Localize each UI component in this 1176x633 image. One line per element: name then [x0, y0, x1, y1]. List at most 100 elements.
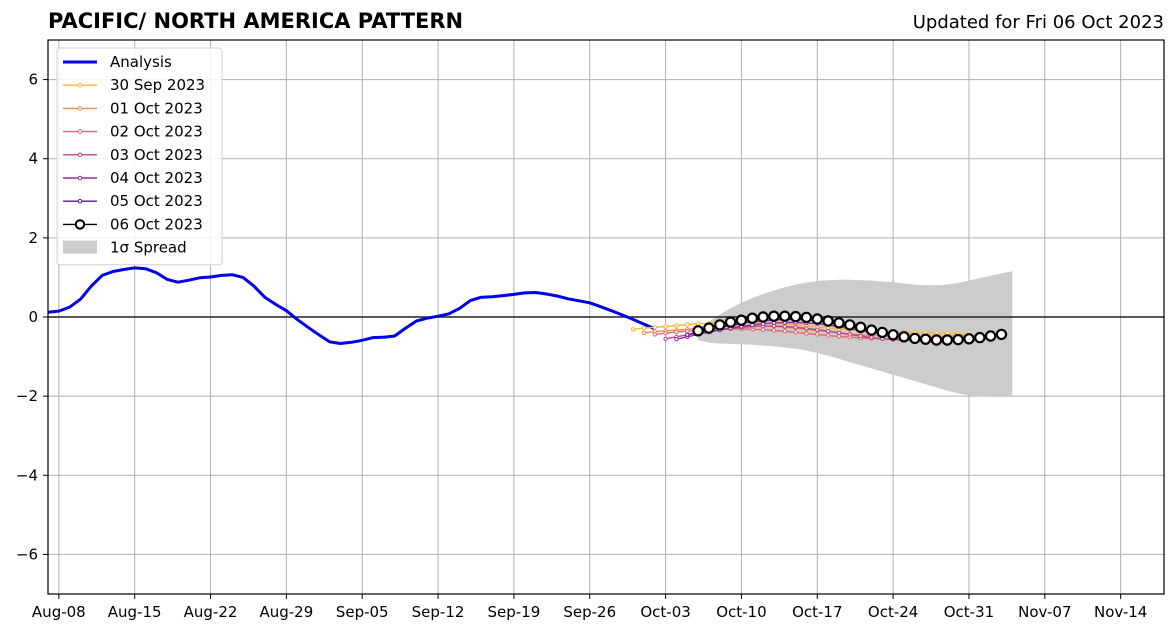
series-forecast-6: [692, 310, 1008, 346]
forecast-point: [898, 331, 910, 343]
x-tick-label: Oct-17: [792, 603, 842, 621]
y-tick-label: 2: [28, 229, 38, 247]
x-tick-label: Oct-31: [944, 603, 994, 621]
forecast-point: [854, 321, 867, 333]
forecast-point: [782, 329, 787, 334]
y-tick-label: 0: [28, 308, 38, 326]
forecast-point: [930, 334, 943, 346]
forecast-point: [858, 333, 863, 339]
forecast-point: [630, 327, 636, 332]
forecast-point: [825, 333, 831, 338]
forecast-point: [815, 327, 820, 332]
legend-swatch-marker: [77, 82, 83, 88]
forecast-point: [674, 329, 679, 335]
x-tick-label: Oct-24: [868, 603, 918, 621]
forecast-point: [789, 310, 802, 323]
x-tick-label: Aug-08: [32, 603, 86, 621]
forecast-point: [800, 311, 813, 324]
forecast-point: [963, 333, 975, 345]
forecast-point: [995, 328, 1008, 341]
forecast-point: [663, 331, 668, 336]
forecast-point: [887, 329, 899, 341]
forecast-point: [844, 319, 856, 331]
forecast-point: [663, 324, 668, 329]
forecast-point: [663, 336, 668, 341]
forecast-point: [869, 335, 874, 340]
forecast-point: [836, 330, 842, 335]
forecast-point: [984, 330, 997, 342]
x-tick-label: Aug-15: [108, 603, 162, 621]
legend-swatch-marker: [74, 219, 86, 230]
forecast-point: [746, 312, 759, 324]
legend-label: 05 Oct 2023: [110, 192, 203, 210]
x-tick-label: Sep-26: [563, 603, 616, 621]
forecast-point: [847, 332, 852, 337]
x-tick-label: Nov-14: [1094, 603, 1147, 621]
x-axis: Aug-08 Aug-15 Aug-22 Aug-29 Sep-05 Sep-12 Sep-…: [32, 594, 1147, 621]
forecast-point: [652, 332, 657, 337]
x-tick-label: Aug-29: [259, 603, 313, 621]
x-tick-label: Sep-05: [336, 603, 389, 621]
forecast-point: [793, 325, 798, 330]
legend-label: 04 Oct 2023: [110, 169, 203, 187]
legend-swatch-marker: [77, 129, 83, 134]
forecast-point: [865, 324, 878, 336]
forecast-point: [825, 329, 831, 334]
legend-label: 30 Sep 2023: [110, 76, 205, 94]
chart-title: PACIFIC/ NORTH AMERICA PATTERN: [48, 9, 464, 33]
forecast-point: [934, 330, 939, 335]
legend-swatch-marker: [77, 198, 83, 204]
forecast-point: [822, 315, 834, 327]
forecast-point: [779, 310, 791, 322]
forecast-point: [641, 325, 647, 331]
forecast-point: [735, 314, 748, 326]
forecast-point: [815, 332, 820, 337]
y-tick-label: −4: [16, 466, 38, 484]
forecast-point: [836, 334, 842, 339]
forecast-point: [909, 332, 921, 345]
forecast-point: [757, 311, 769, 323]
chart-subtitle: Updated for Fri 06 Oct 2023: [912, 12, 1164, 33]
forecast-point: [724, 316, 737, 328]
forecast-point: [685, 332, 690, 337]
legend-label: 03 Oct 2023: [110, 146, 203, 164]
x-tick-label: Aug-22: [184, 603, 238, 621]
y-tick-label: 4: [28, 150, 38, 168]
forecast-point: [804, 331, 809, 336]
legend-swatch-marker: [77, 106, 83, 111]
forecast-point: [876, 326, 889, 339]
forecast-point: [771, 328, 777, 333]
series-analysis: [47, 266, 656, 345]
forecast-point: [641, 330, 647, 335]
legend-label: 1σ Spread: [110, 239, 187, 257]
forecast-point: [941, 334, 954, 346]
forecast-point: [974, 331, 986, 344]
x-tick-label: Sep-12: [412, 603, 465, 621]
x-tick-label: Nov-07: [1018, 603, 1071, 621]
legend: Analysis 30 Sep 2023 01 Oct 2023 02 Oct 202…: [56, 47, 223, 266]
legend-label: 02 Oct 2023: [110, 123, 203, 141]
forecast-point: [703, 322, 715, 334]
forecast-point: [952, 333, 964, 346]
forecast-point: [811, 313, 824, 325]
y-tick-label: 6: [28, 71, 38, 89]
forecast-point: [919, 333, 932, 345]
forecast-point: [793, 330, 798, 335]
forecast-point: [685, 329, 690, 334]
forecast-point: [714, 319, 726, 331]
forecast-point: [674, 337, 679, 342]
forecast-point: [674, 323, 679, 328]
forecast-point: [652, 325, 657, 330]
y-tick-label: −6: [16, 545, 38, 563]
x-tick-label: Oct-03: [640, 603, 690, 621]
legend-swatch-spread: [63, 240, 97, 254]
x-tick-label: Sep-19: [488, 603, 541, 621]
y-axis: −6 −4 −2 0 2 4 6: [16, 71, 48, 563]
legend-box: [56, 47, 223, 266]
legend-label: Analysis: [110, 53, 172, 71]
legend-label: 06 Oct 2023: [110, 215, 203, 233]
forecast-point: [782, 324, 787, 329]
forecast-point: [692, 325, 704, 337]
forecast-point: [833, 317, 845, 329]
